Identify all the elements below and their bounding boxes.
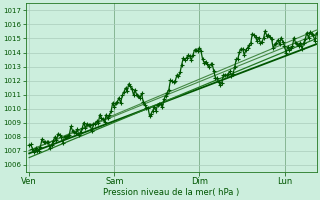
X-axis label: Pression niveau de la mer( hPa ): Pression niveau de la mer( hPa ) [103, 188, 239, 197]
